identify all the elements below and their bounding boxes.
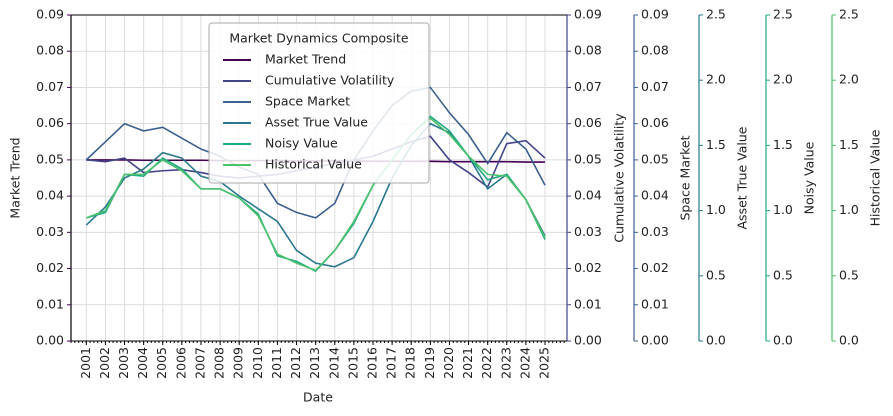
y-tick-label: 2.5 bbox=[839, 7, 859, 22]
x-tick-label: 2011 bbox=[269, 347, 284, 379]
x-tick-label: 2024 bbox=[517, 347, 532, 379]
y-axis-label: Historical Value bbox=[868, 129, 883, 226]
y-tick-label: 0.04 bbox=[36, 188, 64, 203]
y-tick-label: 0.5 bbox=[839, 267, 859, 282]
x-tick-label: 2016 bbox=[364, 347, 379, 379]
y-tick-label: 0.07 bbox=[641, 79, 669, 94]
y-tick-label: 0.02 bbox=[36, 260, 64, 275]
y-tick-label: 1.0 bbox=[773, 202, 793, 217]
y-tick-label: 0.01 bbox=[641, 296, 669, 311]
y-tick-label: 0.05 bbox=[574, 151, 602, 166]
y-tick-label: 0.05 bbox=[36, 151, 64, 166]
y-tick-label: 2.0 bbox=[773, 72, 793, 87]
y-tick-label: 2.5 bbox=[773, 7, 793, 22]
y-tick-label: 0.00 bbox=[641, 333, 669, 348]
legend-label: Cumulative Volatility bbox=[265, 73, 395, 88]
x-tick-label: 2004 bbox=[135, 347, 150, 379]
y-tick-label: 1.5 bbox=[773, 137, 793, 152]
y-tick-label: 0.03 bbox=[36, 224, 64, 239]
x-tick-label: 2017 bbox=[384, 347, 399, 379]
y-tick-label: 0.04 bbox=[641, 188, 669, 203]
y-tick-label: 0.06 bbox=[574, 115, 602, 130]
y-axis-label: Asset True Value bbox=[735, 126, 750, 229]
legend-label: Noisy Value bbox=[265, 136, 338, 151]
x-tick-label: 2025 bbox=[537, 347, 552, 379]
y-tick-label: 0.01 bbox=[574, 296, 602, 311]
y-tick-label: 2.0 bbox=[839, 72, 859, 87]
x-tick-label: 2008 bbox=[212, 347, 227, 379]
y-tick-label: 0.09 bbox=[574, 7, 602, 22]
x-axis-label: Date bbox=[303, 390, 333, 405]
y-axis-label: Space Market bbox=[678, 135, 693, 220]
y-tick-label: 1.5 bbox=[839, 137, 859, 152]
y-tick-label: 0.07 bbox=[574, 79, 602, 94]
y-tick-label: 0.0 bbox=[839, 333, 859, 348]
y-tick-label: 1.5 bbox=[706, 137, 726, 152]
y-axis-label: Noisy Value bbox=[802, 141, 817, 214]
y-tick-label: 1.0 bbox=[839, 202, 859, 217]
y-tick-label: 0.0 bbox=[773, 333, 793, 348]
y-tick-label: 0.03 bbox=[574, 224, 602, 239]
x-tick-label: 2023 bbox=[498, 347, 513, 379]
x-tick-label: 2014 bbox=[326, 347, 341, 379]
x-tick-label: 2002 bbox=[97, 347, 112, 379]
legend-label: Space Market bbox=[265, 94, 350, 109]
y-tick-label: 0.0 bbox=[706, 333, 726, 348]
legend-box bbox=[208, 22, 430, 184]
x-tick-label: 2007 bbox=[192, 347, 207, 379]
y-tick-label: 0.03 bbox=[641, 224, 669, 239]
y-tick-label: 0.00 bbox=[36, 333, 64, 348]
y-tick-label: 0.5 bbox=[773, 267, 793, 282]
x-tick-label: 2018 bbox=[403, 347, 418, 379]
x-tick-label: 2005 bbox=[154, 347, 169, 379]
y-tick-label: 0.08 bbox=[641, 43, 669, 58]
series-line bbox=[85, 86, 546, 219]
y-tick-label: 0.09 bbox=[36, 7, 64, 22]
legend-label: Asset True Value bbox=[265, 115, 368, 130]
y-axis-label: Market Trend bbox=[8, 137, 23, 218]
y-tick-label: 0.01 bbox=[36, 296, 64, 311]
y-tick-label: 0.05 bbox=[641, 151, 669, 166]
series-line bbox=[86, 117, 546, 272]
x-tick-label: 2006 bbox=[173, 347, 188, 379]
x-tick-label: 2015 bbox=[345, 347, 360, 379]
y-tick-label: 2.0 bbox=[706, 72, 726, 87]
y-tick-label: 0.06 bbox=[36, 115, 64, 130]
legend-title: Market Dynamics Composite bbox=[229, 31, 409, 46]
y-tick-label: 0.04 bbox=[574, 188, 602, 203]
y-tick-label: 0.09 bbox=[641, 7, 669, 22]
y-tick-label: 1.0 bbox=[706, 202, 726, 217]
x-tick-label: 2021 bbox=[460, 347, 475, 379]
x-tick-label: 2022 bbox=[479, 347, 494, 379]
x-tick-label: 2001 bbox=[78, 347, 93, 379]
y-tick-label: 0.07 bbox=[36, 79, 64, 94]
y-tick-label: 2.5 bbox=[706, 7, 726, 22]
x-tick-label: 2010 bbox=[250, 347, 265, 379]
x-tick-label: 2009 bbox=[231, 347, 246, 379]
y-tick-label: 0.08 bbox=[36, 43, 64, 58]
legend-label: Market Trend bbox=[265, 52, 346, 67]
y-tick-label: 0.08 bbox=[574, 43, 602, 58]
y-tick-label: 0.00 bbox=[574, 333, 602, 348]
y-tick-label: 0.5 bbox=[706, 267, 726, 282]
y-tick-label: 0.06 bbox=[641, 115, 669, 130]
x-tick-label: 2019 bbox=[422, 347, 437, 379]
x-tick-label: 2013 bbox=[307, 347, 322, 379]
y-tick-label: 0.02 bbox=[641, 260, 669, 275]
x-tick-label: 2020 bbox=[441, 347, 456, 379]
x-tick-label: 2012 bbox=[288, 347, 303, 379]
legend-label: Historical Value bbox=[265, 157, 362, 172]
y-tick-label: 0.02 bbox=[574, 260, 602, 275]
y-axis-label: Cumulative Volatility bbox=[612, 113, 627, 243]
x-tick-label: 2003 bbox=[116, 347, 131, 379]
